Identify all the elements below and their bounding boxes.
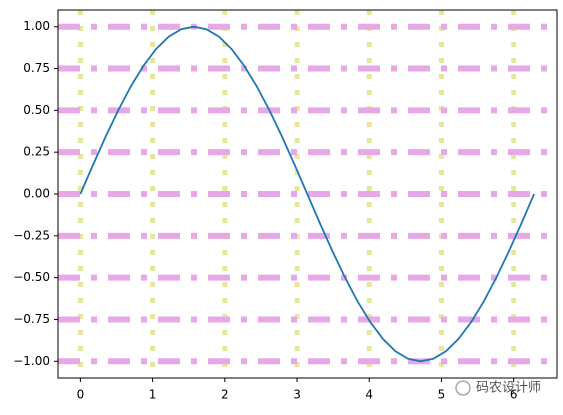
y-tick-label: −0.75 [13, 312, 50, 326]
x-tick-label: 0 [77, 388, 85, 402]
watermark-icon [455, 380, 471, 396]
y-tick-label: 0.75 [23, 61, 50, 75]
y-tick-label: 1.00 [23, 19, 50, 33]
line [79, 25, 535, 363]
y-tick-label: 0.00 [23, 187, 50, 201]
x-tick-label: 6 [510, 388, 518, 402]
y-tick-label: −0.25 [13, 228, 50, 242]
x-tick-label: 4 [365, 388, 373, 402]
x-tick-label: 3 [293, 388, 301, 402]
y-tick-label: 0.50 [23, 103, 50, 117]
y-tick-label: −0.50 [13, 270, 50, 284]
y-tick-label: 0.25 [23, 145, 50, 159]
x-tick-label: 5 [438, 388, 446, 402]
x-tick-label: 1 [149, 388, 157, 402]
y-tick-label: −1.00 [13, 354, 50, 368]
x-tick-label: 2 [221, 388, 229, 402]
watermark: 码农设计师 [476, 381, 541, 396]
